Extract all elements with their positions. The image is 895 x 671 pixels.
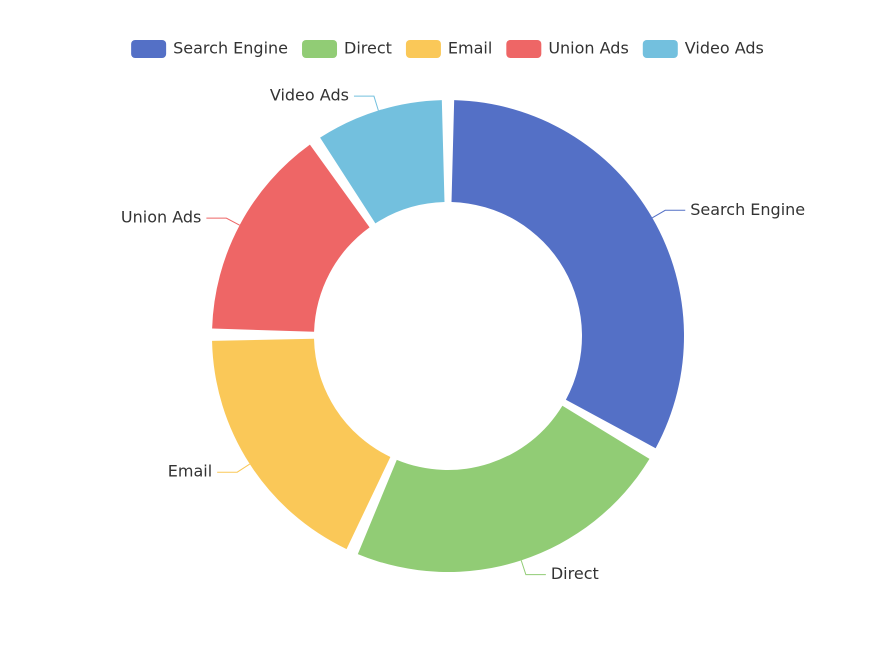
legend-label[interactable]: Direct	[344, 39, 392, 58]
pie-slice	[212, 144, 370, 332]
legend-swatch[interactable]	[302, 40, 338, 58]
slice-label: Email	[168, 462, 212, 481]
slice-label: Video Ads	[270, 86, 349, 105]
pie-slice	[212, 338, 391, 550]
legend-swatch[interactable]	[506, 40, 542, 58]
leader-line	[206, 217, 240, 226]
pie-slice	[451, 100, 684, 449]
legend-swatch[interactable]	[405, 40, 441, 58]
legend-label[interactable]: Union Ads	[548, 39, 628, 58]
slice-label: Union Ads	[121, 208, 201, 227]
pie-slice	[357, 405, 650, 572]
legend-label[interactable]: Video Ads	[685, 39, 764, 58]
legend-label[interactable]: Email	[448, 39, 492, 58]
legend-label[interactable]: Search Engine	[173, 39, 288, 58]
pie-slice	[320, 100, 445, 224]
leader-line	[520, 560, 546, 576]
slice-label: Direct	[551, 564, 599, 583]
legend-swatch[interactable]	[642, 40, 678, 58]
leader-line	[353, 95, 379, 111]
slice-label: Search Engine	[690, 200, 805, 219]
legend-swatch[interactable]	[131, 40, 167, 58]
leader-line	[217, 463, 251, 473]
leader-line	[652, 209, 686, 219]
